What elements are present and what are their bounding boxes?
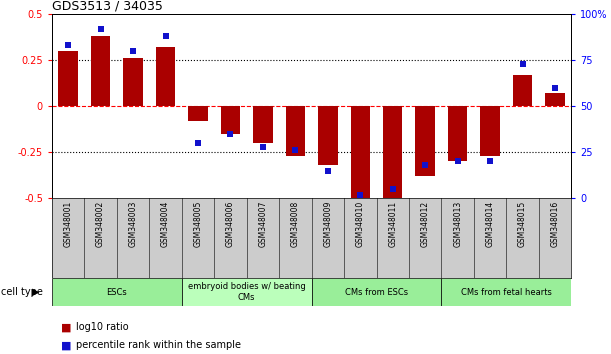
Text: ▶: ▶ (32, 287, 39, 297)
Text: GSM348002: GSM348002 (96, 201, 105, 247)
Text: embryoid bodies w/ beating
CMs: embryoid bodies w/ beating CMs (188, 282, 306, 302)
Text: GSM348008: GSM348008 (291, 201, 300, 247)
Text: GSM348011: GSM348011 (388, 201, 397, 247)
Text: GSM348012: GSM348012 (421, 201, 430, 247)
Text: CMs from ESCs: CMs from ESCs (345, 287, 408, 297)
Text: GSM348007: GSM348007 (258, 201, 268, 247)
Text: GSM348016: GSM348016 (551, 201, 560, 247)
Text: GDS3513 / 34035: GDS3513 / 34035 (52, 0, 163, 13)
Text: GSM348006: GSM348006 (226, 201, 235, 247)
Text: cell type: cell type (1, 287, 43, 297)
Bar (351, 106, 370, 198)
Bar (52, 278, 182, 306)
Text: GSM348015: GSM348015 (518, 201, 527, 247)
Bar (513, 75, 532, 106)
Bar (448, 106, 467, 161)
Bar (286, 106, 305, 156)
Text: GSM348013: GSM348013 (453, 201, 462, 247)
Bar (312, 278, 442, 306)
Bar (91, 36, 111, 106)
Point (550, 85, 560, 91)
Text: GSM348004: GSM348004 (161, 201, 170, 247)
Bar (318, 106, 338, 165)
Point (193, 140, 203, 146)
Text: CMs from fetal hearts: CMs from fetal hearts (461, 287, 552, 297)
Point (258, 144, 268, 149)
Point (128, 48, 138, 54)
Text: GSM348009: GSM348009 (323, 201, 332, 247)
Bar (182, 278, 312, 306)
Text: ■: ■ (61, 322, 71, 332)
Point (420, 162, 430, 168)
Bar (442, 278, 571, 306)
Bar (415, 106, 435, 176)
Point (388, 186, 398, 192)
Point (96, 26, 106, 32)
Text: GSM348010: GSM348010 (356, 201, 365, 247)
Point (485, 159, 495, 164)
Text: GSM348003: GSM348003 (128, 201, 137, 247)
Bar (59, 51, 78, 106)
Point (64, 42, 73, 48)
Text: ESCs: ESCs (106, 287, 127, 297)
Point (356, 192, 365, 198)
Text: GSM348001: GSM348001 (64, 201, 73, 247)
Text: GSM348014: GSM348014 (486, 201, 495, 247)
Bar (156, 47, 175, 106)
Bar (221, 106, 240, 134)
Bar (546, 93, 565, 106)
Point (453, 159, 463, 164)
Point (290, 148, 300, 153)
Text: log10 ratio: log10 ratio (76, 322, 129, 332)
Point (518, 61, 527, 67)
Bar (383, 106, 403, 198)
Bar (253, 106, 273, 143)
Point (161, 33, 170, 39)
Point (323, 168, 333, 173)
Point (225, 131, 235, 137)
Text: GSM348005: GSM348005 (194, 201, 202, 247)
Text: ■: ■ (61, 340, 71, 350)
Bar (480, 106, 500, 156)
Bar (188, 106, 208, 121)
Text: percentile rank within the sample: percentile rank within the sample (76, 340, 241, 350)
Bar (123, 58, 143, 106)
